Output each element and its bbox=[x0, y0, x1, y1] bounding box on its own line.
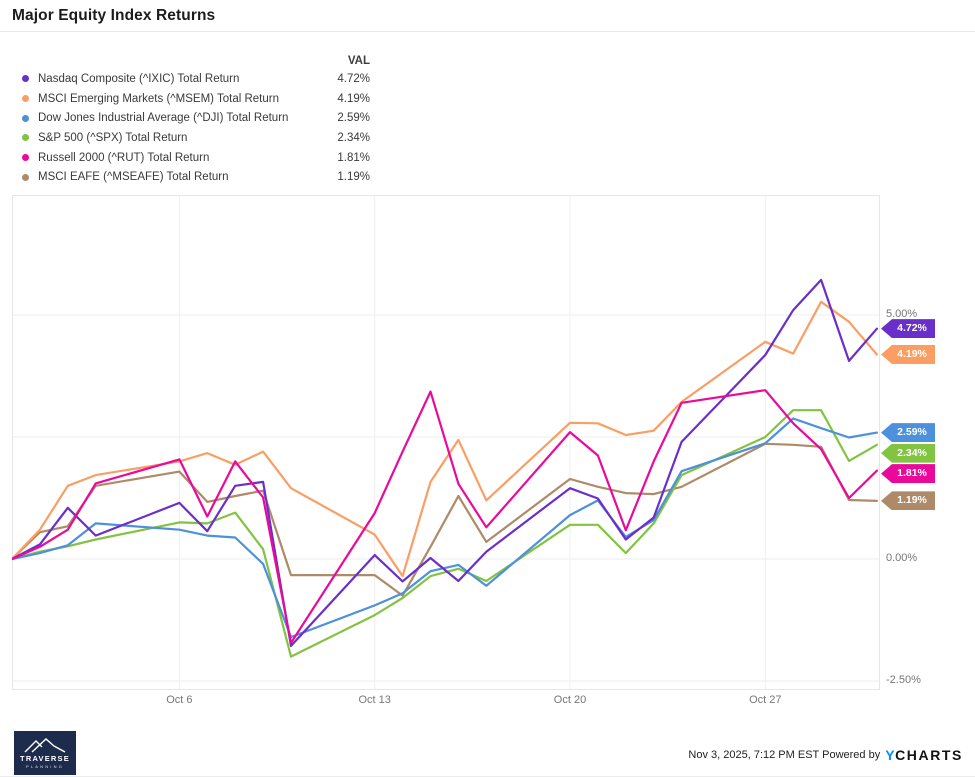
legend-val-header: VAL bbox=[347, 54, 370, 67]
mountain-icon bbox=[24, 738, 66, 753]
series-color-dot bbox=[22, 75, 29, 83]
end-value-tag-nasdaq: 4.72% bbox=[881, 319, 935, 339]
legend-series-value: 1.81% bbox=[337, 151, 370, 164]
title-divider bbox=[0, 31, 975, 32]
end-value-tag-dji: 2.59% bbox=[881, 423, 935, 443]
legend-series-value: 2.34% bbox=[337, 131, 370, 144]
legend-header-row: VAL bbox=[22, 52, 370, 69]
series-line-rut bbox=[10, 389, 879, 644]
ycharts-y: Y bbox=[885, 747, 896, 763]
legend-header-spacer bbox=[22, 57, 29, 64]
series-color-dot bbox=[22, 114, 29, 122]
plot-border bbox=[12, 195, 880, 690]
legend-item: Russell 2000 (^RUT) Total Return 1.81% bbox=[22, 148, 370, 168]
end-value-tag-eafe: 1.19% bbox=[881, 491, 935, 511]
legend-series-label: Russell 2000 (^RUT) Total Return bbox=[38, 151, 210, 164]
legend-series-label: S&P 500 (^SPX) Total Return bbox=[38, 131, 188, 144]
legend-series-label: MSCI Emerging Markets (^MSEM) Total Retu… bbox=[38, 92, 279, 105]
y-axis-tick-label: 0.00% bbox=[886, 552, 918, 564]
chart-legend: VAL Nasdaq Composite (^IXIC) Total Retur… bbox=[22, 52, 370, 187]
ycharts-charts: CHARTS bbox=[895, 747, 963, 763]
page-title: Major Equity Index Returns bbox=[12, 7, 216, 24]
traverse-planning-logo: TRAVERSE PLANNING bbox=[14, 731, 76, 775]
legend-item: S&P 500 (^SPX) Total Return 2.34% bbox=[22, 128, 370, 148]
series-color-dot bbox=[22, 134, 29, 142]
legend-item: MSCI EAFE (^MSEAFE) Total Return 1.19% bbox=[22, 167, 370, 187]
logo-wordmark: TRAVERSE bbox=[20, 754, 70, 763]
logo-subtitle: PLANNING bbox=[25, 764, 65, 769]
legend-item: Dow Jones Industrial Average (^DJI) Tota… bbox=[22, 108, 370, 128]
series-line-dji bbox=[10, 417, 879, 639]
series-color-dot bbox=[22, 154, 29, 162]
timestamp: Nov 3, 2025, 7:12 PM EST Powered by bbox=[688, 749, 881, 761]
x-axis-tick-label: Oct 27 bbox=[749, 694, 782, 706]
footer-attribution: Nov 3, 2025, 7:12 PM EST Powered by Y CH… bbox=[688, 747, 963, 763]
series-line-eafe bbox=[10, 442, 879, 597]
x-axis-tick-label: Oct 6 bbox=[166, 694, 193, 706]
end-value-tag-msem: 4.19% bbox=[881, 345, 935, 365]
ycharts-logo: Y CHARTS bbox=[885, 747, 963, 763]
x-axis-tick-label: Oct 20 bbox=[553, 694, 587, 706]
y-axis-tick-label: -2.50% bbox=[886, 674, 921, 686]
plot-area bbox=[10, 195, 880, 690]
legend-rows: Nasdaq Composite (^IXIC) Total Return 4.… bbox=[22, 69, 370, 187]
legend-series-value: 1.19% bbox=[337, 171, 370, 184]
line-chart-canvas bbox=[10, 195, 880, 690]
series-line-nasdaq bbox=[10, 278, 879, 647]
legend-item: Nasdaq Composite (^IXIC) Total Return 4.… bbox=[22, 69, 370, 89]
end-value-tag-rut: 1.81% bbox=[881, 464, 935, 484]
series-line-spx bbox=[10, 409, 879, 658]
series-color-dot bbox=[22, 173, 29, 181]
legend-series-value: 4.72% bbox=[337, 72, 370, 85]
x-axis-tick-label: Oct 13 bbox=[358, 694, 391, 706]
y-axis-tick-label: 5.00% bbox=[886, 308, 918, 320]
series-color-dot bbox=[22, 95, 29, 103]
legend-series-value: 4.19% bbox=[337, 92, 370, 105]
legend-series-label: Dow Jones Industrial Average (^DJI) Tota… bbox=[38, 112, 289, 125]
legend-item: MSCI Emerging Markets (^MSEM) Total Retu… bbox=[22, 89, 370, 109]
legend-series-label: MSCI EAFE (^MSEAFE) Total Return bbox=[38, 171, 229, 184]
legend-series-value: 2.59% bbox=[337, 112, 370, 125]
legend-series-label: Nasdaq Composite (^IXIC) Total Return bbox=[38, 72, 240, 85]
end-value-tag-spx: 2.34% bbox=[881, 443, 935, 463]
